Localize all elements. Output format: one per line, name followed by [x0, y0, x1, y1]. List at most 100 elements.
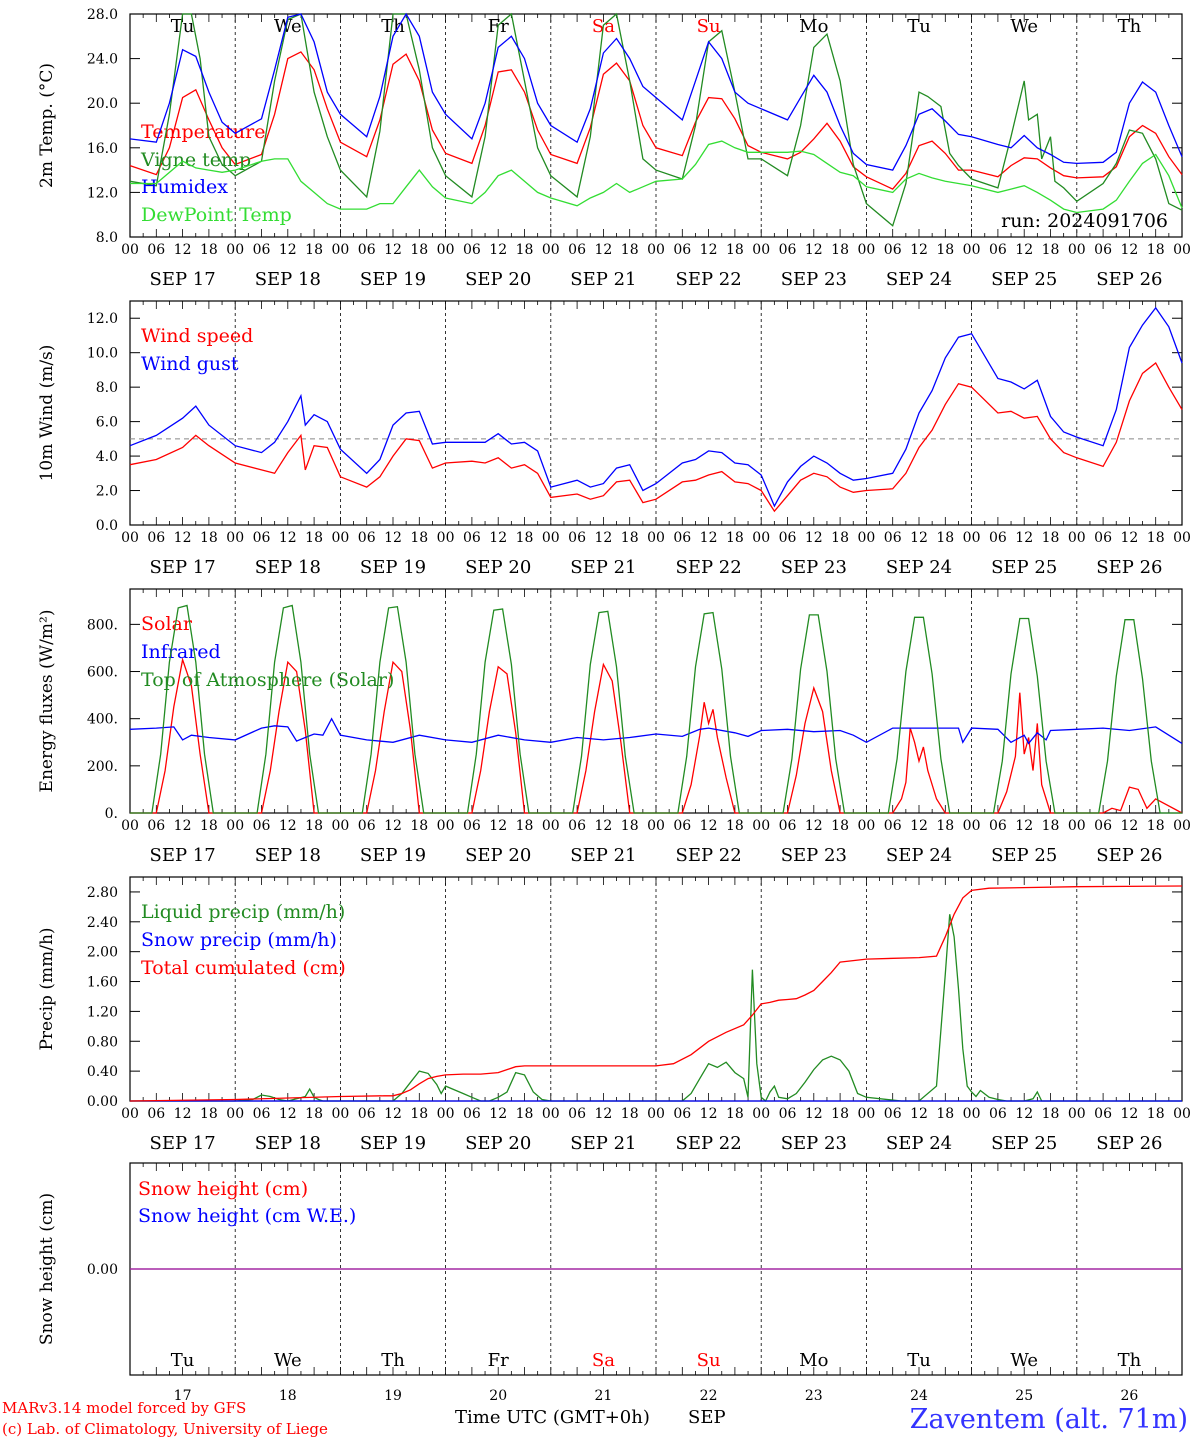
hour-tick-label: 00 [437, 242, 455, 258]
legend-entry: Top of Atmosphere (Solar) [141, 669, 394, 691]
hour-tick-label: 18 [1042, 242, 1060, 258]
hour-tick-label: 06 [1094, 1106, 1112, 1122]
hour-tick-label: 12 [594, 1106, 612, 1122]
hour-tick-label: 06 [673, 1106, 691, 1122]
hour-tick-label: 18 [410, 530, 428, 546]
hour-tick-label: 00 [226, 530, 244, 546]
hour-tick-label: 18 [726, 1106, 744, 1122]
hour-tick-label: 06 [358, 818, 376, 834]
hour-tick-label: 12 [174, 1106, 192, 1122]
hour-tick-label: 18 [1147, 530, 1165, 546]
y-tick-label: 16.0 [87, 141, 118, 157]
hour-tick-label: 06 [779, 1106, 797, 1122]
hour-tick-label: 06 [147, 530, 165, 546]
hour-tick-label: 18 [305, 1106, 323, 1122]
hour-tick-label: 00 [331, 242, 349, 258]
date-label: SEP 19 [360, 269, 426, 290]
date-label: SEP 19 [360, 1133, 426, 1154]
hour-tick-label: 00 [1068, 530, 1086, 546]
day-number-label: 24 [910, 1388, 928, 1404]
day-of-week-label: Th [381, 16, 405, 37]
panel-1: 8.0 12.0 16.0 20.0 24.0 28.0 2m Temp. (°C) 00 06… [37, 7, 1191, 290]
y-tick-label: 12.0 [87, 311, 118, 327]
hour-tick-label: 06 [884, 242, 902, 258]
hour-tick-label: 12 [279, 242, 297, 258]
y-tick-label: 1.20 [87, 1004, 118, 1020]
panel-2: 0.0 2.0 4.0 6.0 8.0 10.0 12.0 10m Wind (m/s) 00 0… [37, 300, 1191, 578]
hour-tick-label: 00 [542, 530, 560, 546]
hour-tick-label: 06 [568, 530, 586, 546]
hour-tick-label: 00 [647, 242, 665, 258]
hour-tick-label: 12 [805, 242, 823, 258]
hour-tick-label: 00 [121, 530, 139, 546]
day-of-week-label: We [274, 1350, 302, 1371]
date-label: SEP 18 [255, 557, 321, 578]
hour-tick-label: 06 [1094, 530, 1112, 546]
hour-tick-label: 12 [489, 530, 507, 546]
hour-tick-label: 12 [489, 242, 507, 258]
y-axis-label: Energy fluxes (W/m²) [37, 610, 57, 793]
plot-frame [129, 588, 1183, 814]
hour-tick-label: 00 [226, 818, 244, 834]
series-line-1 [130, 657, 1183, 814]
legend-entry: Temperature [141, 121, 265, 143]
day-of-week-label: Th [1118, 16, 1142, 37]
hour-tick-label: 06 [779, 818, 797, 834]
hour-tick-label: 00 [437, 1106, 455, 1122]
hour-tick-label: 18 [410, 818, 428, 834]
day-number-label: 23 [805, 1388, 823, 1404]
hour-tick-label: 06 [989, 1106, 1007, 1122]
hour-tick-label: 12 [1120, 1106, 1138, 1122]
y-tick-label: 1.60 [87, 975, 118, 991]
day-number-label: 26 [1120, 1388, 1138, 1404]
date-label: SEP 22 [675, 845, 741, 866]
hour-tick-label: 18 [200, 818, 218, 834]
hour-tick-label: 00 [331, 818, 349, 834]
day-of-week-label: We [1010, 16, 1038, 37]
hour-tick-label: 00 [542, 1106, 560, 1122]
hour-tick-label: 00 [857, 530, 875, 546]
y-tick-label: 28.0 [87, 7, 118, 23]
y-tick-label: 400. [87, 712, 118, 728]
hour-tick-label: 18 [516, 1106, 534, 1122]
hour-tick-label: 12 [279, 1106, 297, 1122]
y-tick-label: 20.0 [87, 96, 118, 112]
day-of-week-label: Tu [171, 16, 195, 37]
hour-tick-label: 00 [647, 530, 665, 546]
run-annotation: run: 2024091706 [1001, 210, 1168, 232]
hour-tick-label: 18 [621, 818, 639, 834]
date-label: SEP 17 [149, 1133, 215, 1154]
hour-tick-label: 06 [989, 530, 1007, 546]
lab-credit: (c) Lab. of Climatology, University of L… [2, 1420, 328, 1438]
hour-tick-label: 12 [279, 818, 297, 834]
date-label: SEP 26 [1096, 1133, 1162, 1154]
hour-tick-label: 06 [568, 242, 586, 258]
panel-4: 0.00 0.40 0.80 1.20 1.60 2.00 2.40 2.80 Precip (… [37, 876, 1191, 1154]
hour-tick-label: 12 [384, 1106, 402, 1122]
hour-tick-label: 18 [305, 530, 323, 546]
hour-tick-label: 00 [1173, 530, 1191, 546]
hour-tick-label: 06 [253, 1106, 271, 1122]
legend-entry: DewPoint Temp [141, 204, 292, 226]
hour-tick-label: 00 [752, 530, 770, 546]
hour-tick-label: 00 [226, 1106, 244, 1122]
hour-tick-label: 06 [989, 242, 1007, 258]
hour-tick-label: 12 [1120, 242, 1138, 258]
hour-tick-label: 12 [1015, 242, 1033, 258]
hour-tick-label: 18 [1147, 818, 1165, 834]
hour-tick-label: 06 [884, 818, 902, 834]
hour-tick-label: 18 [516, 530, 534, 546]
panel-5: 0.00 Snow height (cm) Tu We Th Fr Sa Su Mo Tu We Th… [37, 1162, 1183, 1404]
hour-tick-label: 12 [384, 242, 402, 258]
hour-tick-label: 06 [779, 242, 797, 258]
series-line-3 [129, 12, 1183, 171]
hour-tick-label: 18 [831, 818, 849, 834]
hour-tick-label: 00 [1173, 242, 1191, 258]
hour-tick-label: 12 [910, 1106, 928, 1122]
hour-tick-label: 18 [936, 818, 954, 834]
day-of-week-label: Mo [799, 16, 828, 37]
y-tick-label: 0.0 [96, 518, 118, 534]
model-credit: MARv3.14 model forced by GFS [2, 1399, 246, 1417]
hour-tick-label: 00 [1173, 818, 1191, 834]
hour-tick-label: 18 [936, 530, 954, 546]
